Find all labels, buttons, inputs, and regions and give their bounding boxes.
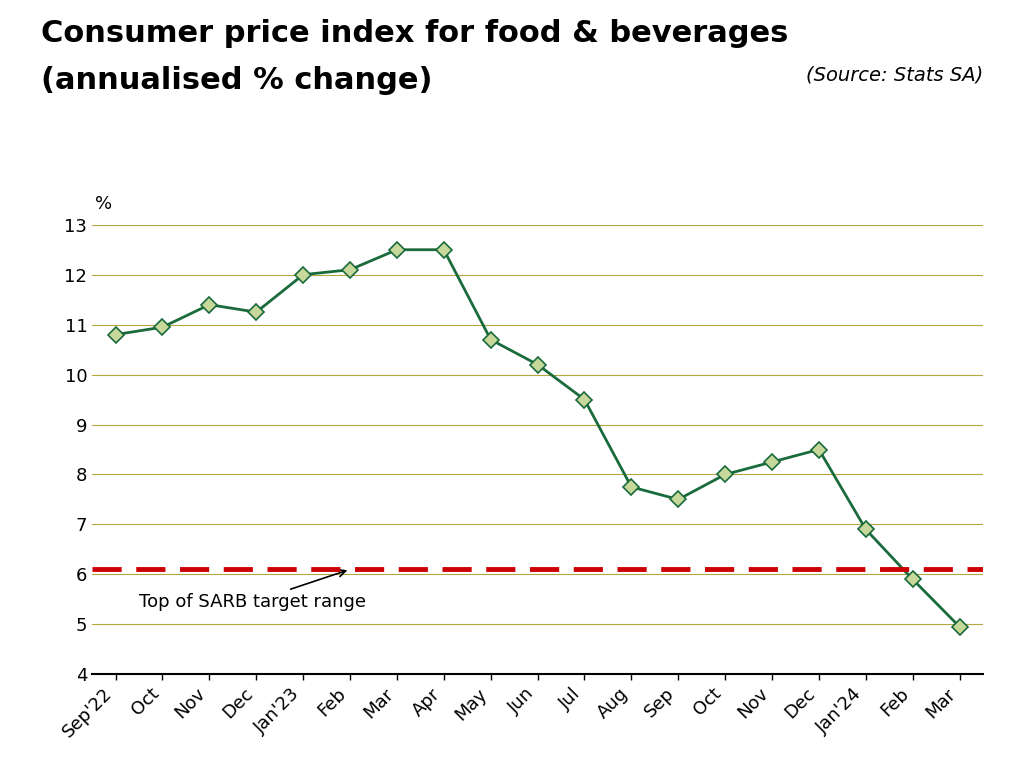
Text: (Source: Stats SA): (Source: Stats SA) [806, 66, 983, 85]
Text: Top of SARB target range: Top of SARB target range [139, 570, 366, 611]
Text: %: % [95, 195, 113, 213]
Text: (annualised % change): (annualised % change) [41, 66, 432, 95]
Text: Consumer price index for food & beverages: Consumer price index for food & beverage… [41, 19, 788, 48]
